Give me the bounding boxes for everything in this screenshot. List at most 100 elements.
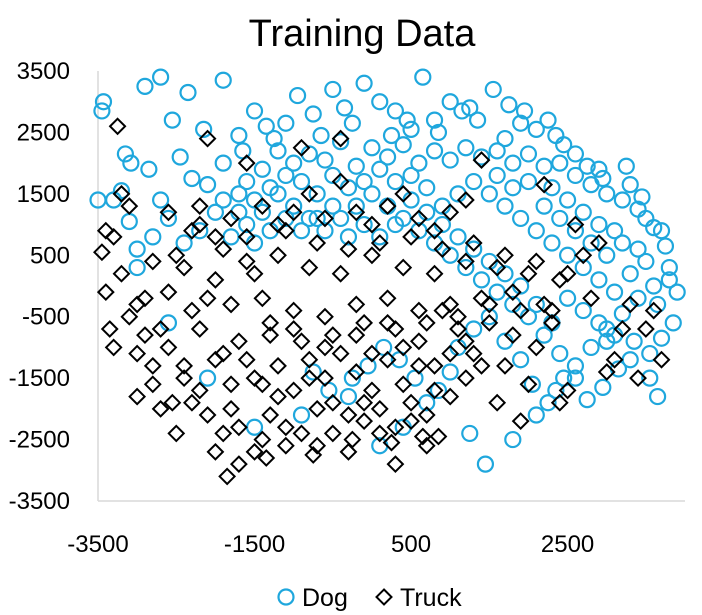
data-point <box>222 295 240 314</box>
data-point <box>214 154 232 172</box>
data-point <box>382 126 401 145</box>
data-point <box>308 209 326 228</box>
data-point <box>613 320 632 338</box>
data-point <box>417 406 436 424</box>
data-point <box>288 86 307 105</box>
data-point <box>332 133 350 151</box>
data-point <box>527 120 545 138</box>
data-point <box>222 375 240 394</box>
data-point <box>229 418 248 437</box>
data-point <box>425 381 444 400</box>
data-point <box>316 209 334 228</box>
data-point <box>214 424 233 443</box>
data-point <box>292 138 311 157</box>
data-point <box>402 166 420 185</box>
data-point <box>120 212 138 231</box>
data-point <box>190 320 209 338</box>
data-point <box>543 234 561 252</box>
data-point <box>664 314 682 332</box>
data-point <box>645 277 663 295</box>
data-point <box>660 271 678 289</box>
y-tick-label: 3500 <box>17 58 70 85</box>
data-point <box>222 399 240 418</box>
data-point <box>590 314 608 332</box>
data-point <box>323 424 342 443</box>
data-point <box>324 80 342 99</box>
data-point <box>617 157 635 175</box>
data-point <box>245 369 264 388</box>
data-point <box>363 246 381 265</box>
data-point <box>292 424 311 443</box>
data-point <box>104 227 123 246</box>
data-point <box>339 387 358 406</box>
data-point <box>660 258 678 277</box>
data-point <box>300 369 319 388</box>
y-tick-label: -3500 <box>9 488 70 515</box>
data-point <box>347 197 365 215</box>
data-point <box>230 126 248 145</box>
data-point <box>175 356 194 375</box>
data-point <box>621 265 639 283</box>
data-point <box>316 338 334 357</box>
data-point <box>578 157 596 175</box>
data-point <box>218 467 237 486</box>
data-point <box>355 215 373 234</box>
data-point <box>527 222 545 240</box>
data-point <box>331 129 350 148</box>
data-point <box>472 356 491 375</box>
data-point <box>409 301 428 320</box>
data-point <box>456 252 475 271</box>
data-point <box>151 399 170 418</box>
data-point <box>429 427 448 446</box>
data-point <box>214 344 233 363</box>
data-point <box>343 369 361 387</box>
data-point <box>116 145 134 163</box>
data-point <box>441 363 459 381</box>
data-point <box>163 393 182 412</box>
data-point <box>574 258 592 277</box>
data-point <box>637 252 655 271</box>
data-point <box>496 246 514 265</box>
data-point <box>214 71 232 89</box>
series-layer <box>89 68 686 486</box>
data-point <box>402 120 420 138</box>
data-point <box>89 191 107 209</box>
data-point <box>386 215 405 234</box>
data-point <box>590 271 608 289</box>
data-point <box>152 191 170 209</box>
data-point <box>555 136 573 154</box>
data-point <box>206 270 225 289</box>
data-point <box>143 252 162 271</box>
data-point <box>527 338 546 357</box>
data-point <box>504 179 522 197</box>
data-point <box>558 289 577 307</box>
data-point <box>535 197 553 215</box>
data-point <box>347 363 366 381</box>
data-point <box>371 228 389 246</box>
data-point <box>519 145 538 163</box>
data-point <box>598 246 616 264</box>
data-point <box>621 176 639 194</box>
data-point <box>582 234 600 252</box>
data-point <box>292 222 311 240</box>
data-point <box>472 151 491 169</box>
data-point <box>238 215 256 234</box>
legend-label: Truck <box>400 584 462 612</box>
data-point <box>465 320 483 338</box>
data-point <box>394 258 413 277</box>
data-point <box>198 369 217 387</box>
data-point <box>269 387 287 406</box>
data-point <box>566 357 585 375</box>
data-point <box>343 114 361 132</box>
data-point <box>159 338 178 357</box>
data-point <box>100 320 119 338</box>
data-point <box>449 320 467 338</box>
data-point <box>93 102 111 120</box>
legend-item-dog: Dog <box>277 584 348 612</box>
data-point <box>292 332 311 351</box>
data-point <box>414 68 432 86</box>
legend-label: Dog <box>302 584 348 612</box>
data-point <box>441 93 459 111</box>
data-point <box>441 203 460 222</box>
